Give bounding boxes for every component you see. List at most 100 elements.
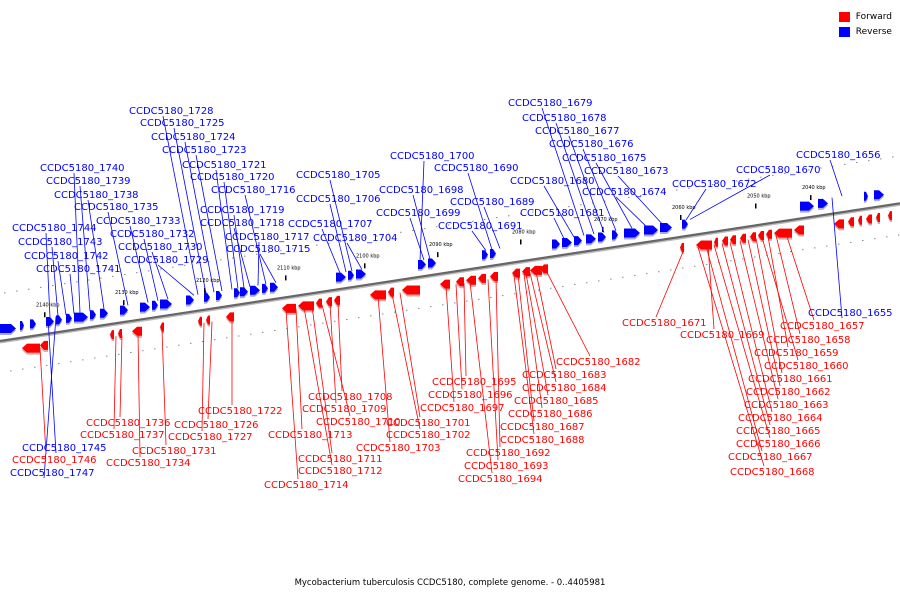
- label-leader: [321, 304, 351, 417]
- gene-label: CCDC5180_1680: [510, 176, 595, 187]
- track-dot: [628, 196, 630, 198]
- track-dot: [868, 160, 870, 162]
- label-leader: [617, 175, 663, 224]
- gene-reverse: [586, 234, 596, 244]
- gene-forward: [740, 233, 746, 243]
- label-leader: [785, 233, 815, 321]
- label-leader: [595, 162, 633, 229]
- track-dot: [412, 229, 414, 231]
- track-dot: [808, 169, 810, 171]
- track-dot: [616, 198, 618, 200]
- label-leader: [529, 272, 557, 383]
- track-dot: [550, 287, 552, 289]
- label-leader: [713, 244, 771, 439]
- track-dot: [664, 191, 666, 193]
- track-dot: [538, 289, 540, 291]
- gene-reverse: [624, 228, 640, 238]
- gene-label: CCDC5180_1721: [182, 160, 267, 171]
- track-dot: [730, 260, 732, 262]
- track-dot: [676, 189, 678, 191]
- tick-label: 2120 kbp: [196, 278, 220, 284]
- axis-line: [0, 202, 900, 343]
- gene-label: CCDC5180_1746: [12, 455, 97, 466]
- gene-label: CCDC5180_1724: [151, 132, 236, 143]
- track-dot: [622, 276, 624, 278]
- tick-label: 2110 kbp: [277, 265, 301, 271]
- track-dot: [580, 204, 582, 206]
- gene-label: CCDC5180_1701: [386, 418, 471, 429]
- label-leaders: [39, 107, 843, 480]
- gene-label: CCDC5180_1699: [376, 208, 461, 219]
- gene-label: CCDC5180_1691: [438, 221, 523, 232]
- tick-label: 2140 kbp: [36, 302, 60, 308]
- label-leader: [233, 214, 245, 288]
- gene-forward: [206, 315, 210, 325]
- track-dot: [184, 264, 186, 266]
- track-dot: [724, 182, 726, 184]
- track-dot: [352, 239, 354, 241]
- label-leader: [755, 238, 783, 374]
- gene-label: CCDC5180_1681: [520, 208, 605, 219]
- tick-mark: [44, 312, 46, 318]
- gene-reverse: [140, 302, 150, 312]
- track-dot: [136, 272, 138, 274]
- track-dot: [562, 285, 564, 287]
- label-leader: [137, 332, 141, 458]
- track-dot: [124, 274, 126, 276]
- tick-mark: [204, 287, 206, 293]
- track-dot: [880, 158, 882, 160]
- gene-reverse: [682, 219, 688, 229]
- track-dot: [520, 213, 522, 215]
- gene-forward: [876, 212, 880, 222]
- gene-forward: [714, 237, 718, 247]
- label-leader: [329, 203, 347, 273]
- gene-label: CCDC5180_1705: [296, 170, 381, 181]
- gene-reverse: [152, 300, 158, 310]
- track-dot: [82, 359, 84, 361]
- label-leader: [303, 307, 333, 466]
- gene-label: CCDC5180_1682: [556, 357, 641, 368]
- track-dot: [292, 248, 294, 250]
- gene-forward: [730, 235, 736, 245]
- label-leader: [285, 310, 299, 480]
- label-leader: [615, 196, 647, 227]
- legend-forward: Forward: [838, 9, 892, 24]
- tick-label: 2060 kbp: [672, 205, 696, 211]
- gene-label: CCDC5180_1675: [562, 153, 647, 164]
- track-dot: [130, 352, 132, 354]
- gene-forward: [456, 277, 464, 287]
- gene-label: CCDC5180_1738: [54, 190, 139, 201]
- track-dot: [472, 220, 474, 222]
- gene-forward: [440, 279, 450, 289]
- track-dot: [76, 281, 78, 283]
- label-leader: [495, 278, 501, 448]
- gene-labels: CCDC5180_1656CCDC5180_1670CCDC5180_1672C…: [10, 98, 893, 491]
- gene-label: CCDC5180_1667: [728, 452, 813, 463]
- gene-label: CCDC5180_1741: [36, 264, 121, 275]
- label-leader: [463, 282, 467, 377]
- gene-forward: [750, 232, 756, 242]
- track-dot: [52, 285, 54, 287]
- label-leader: [257, 241, 260, 286]
- gene-forward: [794, 225, 804, 235]
- track-dot: [466, 300, 468, 302]
- label-leader: [47, 317, 57, 454]
- label-leader: [39, 347, 47, 455]
- track-dot: [370, 315, 372, 317]
- track-dot: [886, 236, 888, 238]
- track-dot: [826, 245, 828, 247]
- label-leader: [517, 274, 535, 422]
- gene-label: CCDC5180_1668: [730, 467, 815, 478]
- gene-reverse: [336, 272, 346, 282]
- gene-label: CCDC5180_1704: [313, 233, 398, 244]
- gene-label: CCDC5180_1693: [464, 461, 549, 472]
- label-leader: [329, 179, 353, 272]
- track-dot: [214, 339, 216, 341]
- label-leader: [409, 217, 425, 261]
- track-dot: [64, 283, 66, 285]
- gene-label: CCDC5180_1662: [746, 387, 831, 398]
- track-dot: [652, 193, 654, 195]
- label-leader: [543, 185, 575, 238]
- gene-forward: [40, 340, 48, 350]
- gene-reverse: [270, 282, 278, 292]
